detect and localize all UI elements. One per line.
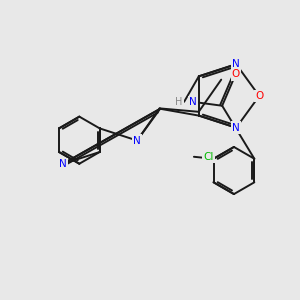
Text: N: N [232, 59, 240, 69]
Text: Cl: Cl [204, 152, 214, 162]
Text: N: N [232, 123, 240, 133]
Text: O: O [255, 91, 263, 101]
Text: N: N [189, 97, 196, 107]
Text: H: H [175, 97, 183, 107]
Text: O: O [232, 69, 240, 79]
Text: N: N [133, 136, 141, 146]
Text: N: N [58, 159, 66, 169]
